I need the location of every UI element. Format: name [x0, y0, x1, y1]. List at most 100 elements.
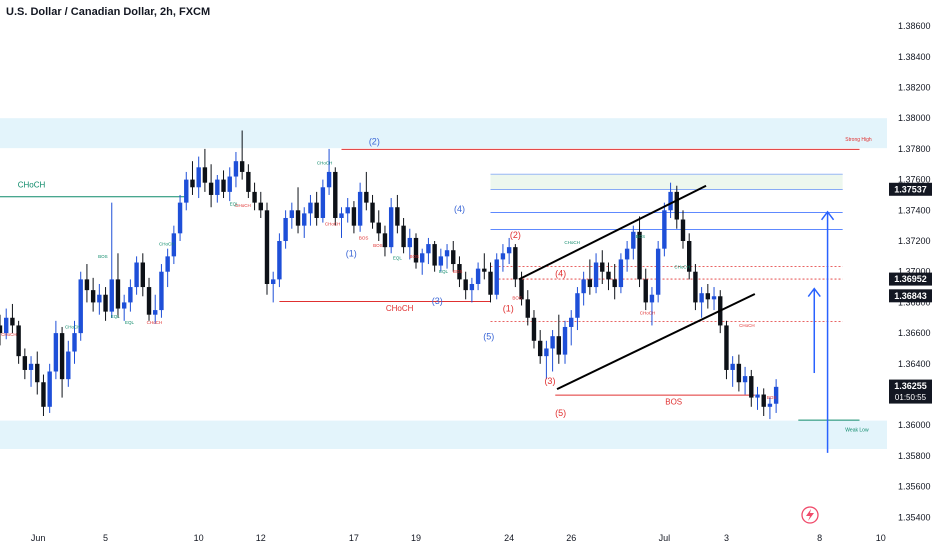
x-tick-label: 10 — [194, 533, 204, 543]
candle-bullish — [662, 210, 667, 249]
structure-label: EQL — [125, 320, 135, 325]
candle-bearish — [84, 279, 90, 291]
candle-bearish — [674, 191, 679, 220]
structure-label: CHoCH — [1, 332, 17, 337]
target-arrow-head — [807, 287, 821, 298]
y-tick-label: 1.37200 — [898, 236, 931, 246]
structure-label: BOS — [359, 235, 369, 240]
x-tick-label: Jul — [659, 533, 671, 543]
structure-label: EQL — [439, 269, 449, 274]
candle-bullish — [506, 247, 512, 254]
candle-bearish — [556, 336, 562, 355]
candle-bullish — [618, 259, 624, 288]
candle-bullish — [283, 217, 288, 242]
candle-bullish — [326, 171, 332, 188]
wave-label: (5) — [483, 331, 494, 341]
wave-label: (2) — [510, 230, 521, 240]
structure-label: EQL — [393, 255, 403, 260]
candle-bullish — [53, 333, 59, 372]
strong-high-label: Strong High — [845, 137, 872, 143]
candle-bearish — [401, 225, 406, 248]
candle-bearish — [600, 262, 605, 272]
countdown-label: 01:50:55 — [895, 393, 927, 402]
candle-bullish — [66, 351, 71, 380]
candle-bearish — [314, 202, 319, 218]
candle-bullish — [171, 233, 177, 257]
candle-bearish — [513, 247, 518, 280]
candle-bullish — [289, 210, 295, 218]
x-tick-label: 19 — [411, 533, 421, 543]
candle-bearish — [705, 293, 711, 300]
candle-bearish — [364, 191, 369, 203]
structure-label: BOS — [409, 254, 419, 259]
y-tick-label: 1.38000 — [898, 113, 931, 123]
candle-bearish — [686, 241, 692, 272]
y-tick-label: 1.36400 — [898, 359, 931, 369]
structure-label: EQL — [111, 314, 121, 319]
candle-bullish — [233, 161, 239, 177]
structure-label: CHoCH — [325, 222, 341, 227]
price-label: 1.36952 — [894, 274, 927, 284]
candle-bullish — [388, 207, 394, 248]
candle-bullish — [320, 187, 326, 218]
candle-bearish — [370, 202, 375, 223]
candle-bearish — [457, 264, 462, 280]
candle-bullish — [562, 326, 568, 355]
candle-bearish — [761, 394, 766, 407]
candle-bullish — [699, 293, 704, 303]
y-tick-label: 1.37800 — [898, 144, 931, 154]
candle-bullish — [581, 279, 586, 294]
candle-bullish — [711, 296, 717, 300]
candle-bullish — [469, 283, 475, 291]
candle-bearish — [103, 294, 108, 312]
y-tick-label: 1.35800 — [898, 451, 931, 461]
y-tick-label: 1.37400 — [898, 205, 931, 215]
candle-bullish — [184, 179, 189, 203]
candle-bullish — [121, 302, 127, 309]
wave-label: (3) — [544, 376, 555, 386]
y-tick-label: 1.36800 — [898, 297, 931, 307]
candle-bearish — [252, 191, 257, 203]
candle-bearish — [637, 231, 642, 280]
price-label: 1.36255 — [894, 381, 927, 391]
target-arrow-head — [820, 210, 835, 221]
structure-label: BOS — [512, 295, 522, 300]
structure-label: CHoCH — [147, 320, 163, 325]
structure-label: BOS — [636, 234, 646, 239]
bos-low-label: BOS — [665, 397, 682, 406]
candle-bearish — [612, 279, 617, 288]
y-tick-label: 1.38600 — [898, 21, 931, 31]
candle-bearish — [519, 279, 524, 300]
x-tick-label: 24 — [504, 533, 514, 543]
weak-low-label: Weak Low — [845, 427, 869, 433]
y-tick-label: 1.35600 — [898, 482, 931, 492]
y-tick-label: 1.38200 — [898, 83, 931, 93]
candle-bearish — [488, 271, 493, 295]
candle-bullish — [227, 176, 232, 192]
structure-label: BOS — [453, 269, 463, 274]
y-tick-label: 1.37000 — [898, 267, 931, 277]
candle-bullish — [339, 213, 344, 218]
wave-label: (1) — [346, 248, 357, 258]
candle-bearish — [140, 262, 146, 288]
candle-bullish — [153, 310, 158, 315]
x-tick-label: 12 — [256, 533, 266, 543]
candle-bullish — [134, 262, 139, 288]
candle-bearish — [10, 317, 15, 326]
candle-bullish — [277, 241, 282, 280]
candle-bullish — [426, 244, 431, 254]
price-label-box — [889, 272, 932, 286]
structure-label: EQL — [230, 202, 240, 207]
demand-zone — [0, 420, 887, 450]
candle-bullish — [72, 333, 77, 352]
wave-label: (5) — [555, 408, 566, 418]
candle-bearish — [0, 325, 3, 334]
supply-zone — [0, 118, 887, 149]
candle-bearish — [531, 317, 537, 341]
candle-bullish — [128, 287, 133, 303]
lightning-icon-ring — [801, 506, 819, 524]
candle-bullish — [420, 253, 425, 263]
candle-bullish — [215, 179, 220, 195]
wave-label: (4) — [454, 204, 465, 214]
